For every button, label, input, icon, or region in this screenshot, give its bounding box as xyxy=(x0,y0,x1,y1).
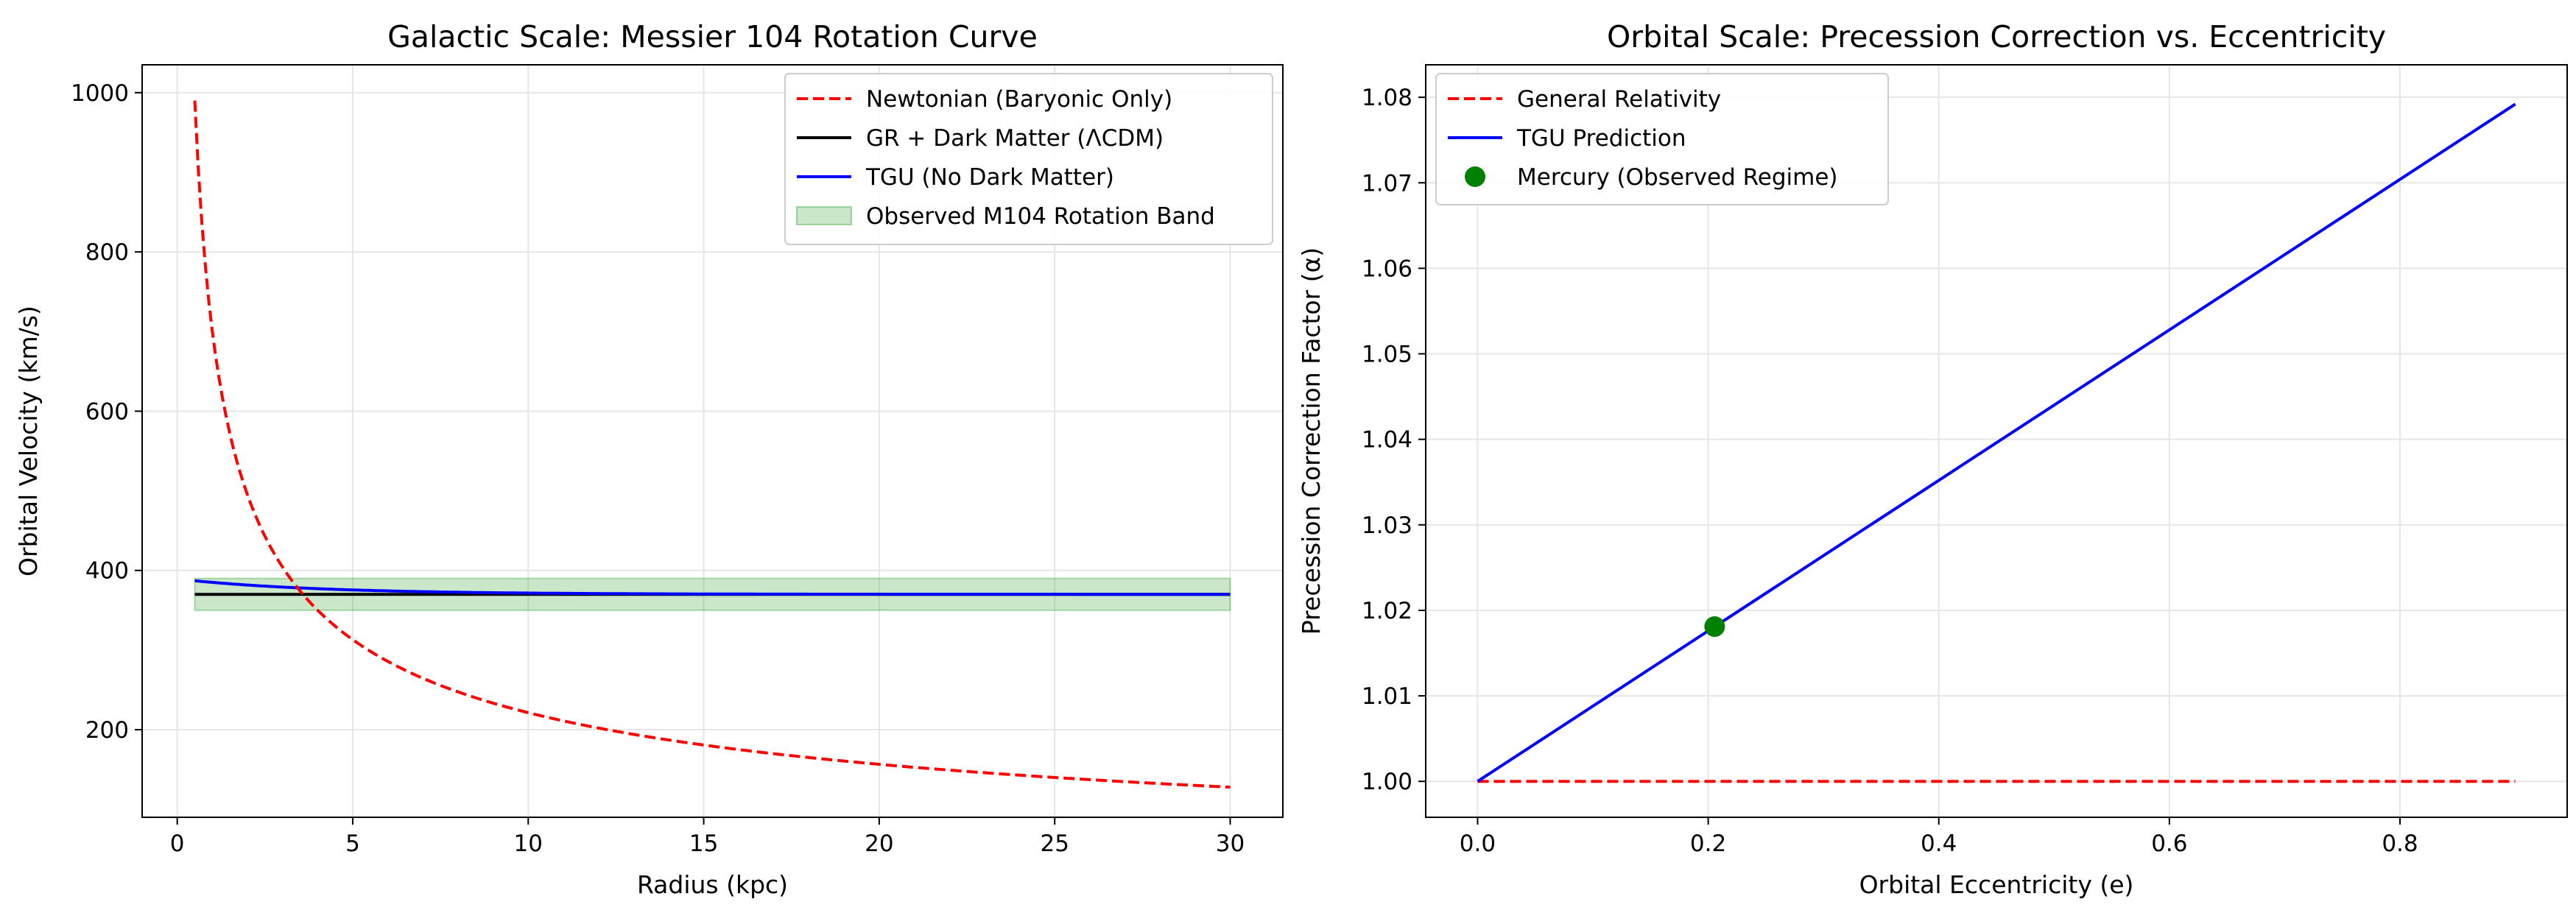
legend: General Relativity TGU Prediction Mercur… xyxy=(1435,73,1889,205)
legend-label-mercury: Mercury (Observed Regime) xyxy=(1517,164,1837,191)
x-axis-label: Radius (kpc) xyxy=(637,870,788,899)
y-tick-label: 200 xyxy=(85,717,129,744)
series-layer xyxy=(193,100,1231,789)
x-tick-label: 5 xyxy=(345,831,360,857)
legend-label-gr-dark-matter: GR + Dark Matter (ΛCDM) xyxy=(866,125,1164,152)
x-axis-label: Orbital Eccentricity (e) xyxy=(1859,870,2134,899)
legend-label-tgu: TGU (No Dark Matter) xyxy=(865,164,1114,191)
y-tick-label: 600 xyxy=(85,398,129,425)
y-tick-label: 800 xyxy=(85,239,129,266)
x-tick-label: 20 xyxy=(865,831,893,857)
x-tick-label: 30 xyxy=(1216,831,1245,857)
y-tick-label: 1.07 xyxy=(1362,170,1412,197)
legend-label-tgu-prediction: TGU Prediction xyxy=(1516,125,1686,152)
legend: Newtonian (Baryonic Only) GR + Dark Matt… xyxy=(784,73,1273,245)
y-axis-label: Precession Correction Factor (α) xyxy=(1297,247,1326,635)
x-tick-label: 15 xyxy=(689,831,718,857)
axes-frame xyxy=(1425,64,2568,818)
x-ticks: 0 5 10 15 20 25 30 xyxy=(170,817,1245,857)
y-tick-label: 400 xyxy=(85,558,129,585)
x-tick-label: 0.8 xyxy=(2382,831,2418,857)
x-tick-label: 0.2 xyxy=(1690,831,1726,857)
x-tick-label: 0.4 xyxy=(1921,831,1957,857)
legend-label-observed-band: Observed M104 Rotation Band xyxy=(866,203,1215,230)
legend-label-general-relativity: General Relativity xyxy=(1517,86,1721,113)
y-tick-label: 1.08 xyxy=(1362,85,1412,111)
rotation-curve-panel: 0 5 10 15 20 25 30 200 400 600 800 1000 Galactic S… xyxy=(14,19,1284,899)
x-tick-label: 10 xyxy=(514,831,543,857)
chart-title: Orbital Scale: Precession Correction vs.… xyxy=(1607,19,2386,54)
y-ticks: 200 400 600 800 1000 xyxy=(71,80,142,744)
y-ticks: 1.00 1.01 1.02 1.03 1.04 1.05 1.06 1.07 1.08 xyxy=(1362,85,1426,795)
axes-frame xyxy=(141,64,1284,818)
precession-panel: 0.0 0.2 0.4 0.6 0.8 1.00 1.01 1.02 1.03 1.04 1.05… xyxy=(1297,19,2568,899)
legend-label-newtonian: Newtonian (Baryonic Only) xyxy=(866,86,1172,113)
legend-box xyxy=(784,73,1273,245)
y-axis-label: Orbital Velocity (km/s) xyxy=(14,306,43,577)
newtonian-curve xyxy=(193,100,1231,789)
y-tick-label: 1.02 xyxy=(1362,598,1412,624)
y-tick-label: 1.00 xyxy=(1362,769,1412,795)
y-tick-label: 1.06 xyxy=(1362,255,1412,282)
x-tick-label: 0.6 xyxy=(2151,831,2187,857)
y-tick-label: 1.04 xyxy=(1362,427,1412,454)
x-tick-label: 25 xyxy=(1040,831,1069,857)
y-tick-label: 1000 xyxy=(71,80,129,107)
y-tick-label: 1.01 xyxy=(1362,683,1412,710)
x-ticks: 0.0 0.2 0.4 0.6 0.8 xyxy=(1460,817,2418,857)
series-layer xyxy=(1477,102,2516,783)
mercury-point xyxy=(1704,616,1725,638)
x-tick-label: 0 xyxy=(170,831,185,857)
legend-swatch-mercury xyxy=(1465,166,1485,187)
tgu-curve xyxy=(194,579,1231,596)
legend-swatch-observed-band xyxy=(796,206,852,225)
legend-box xyxy=(1435,73,1889,205)
y-tick-label: 1.03 xyxy=(1362,512,1412,539)
tgu-prediction-line xyxy=(1477,102,2516,783)
x-tick-label: 0.0 xyxy=(1460,831,1496,857)
chart-title: Galactic Scale: Messier 104 Rotation Cur… xyxy=(387,19,1038,54)
y-tick-label: 1.05 xyxy=(1362,342,1412,368)
